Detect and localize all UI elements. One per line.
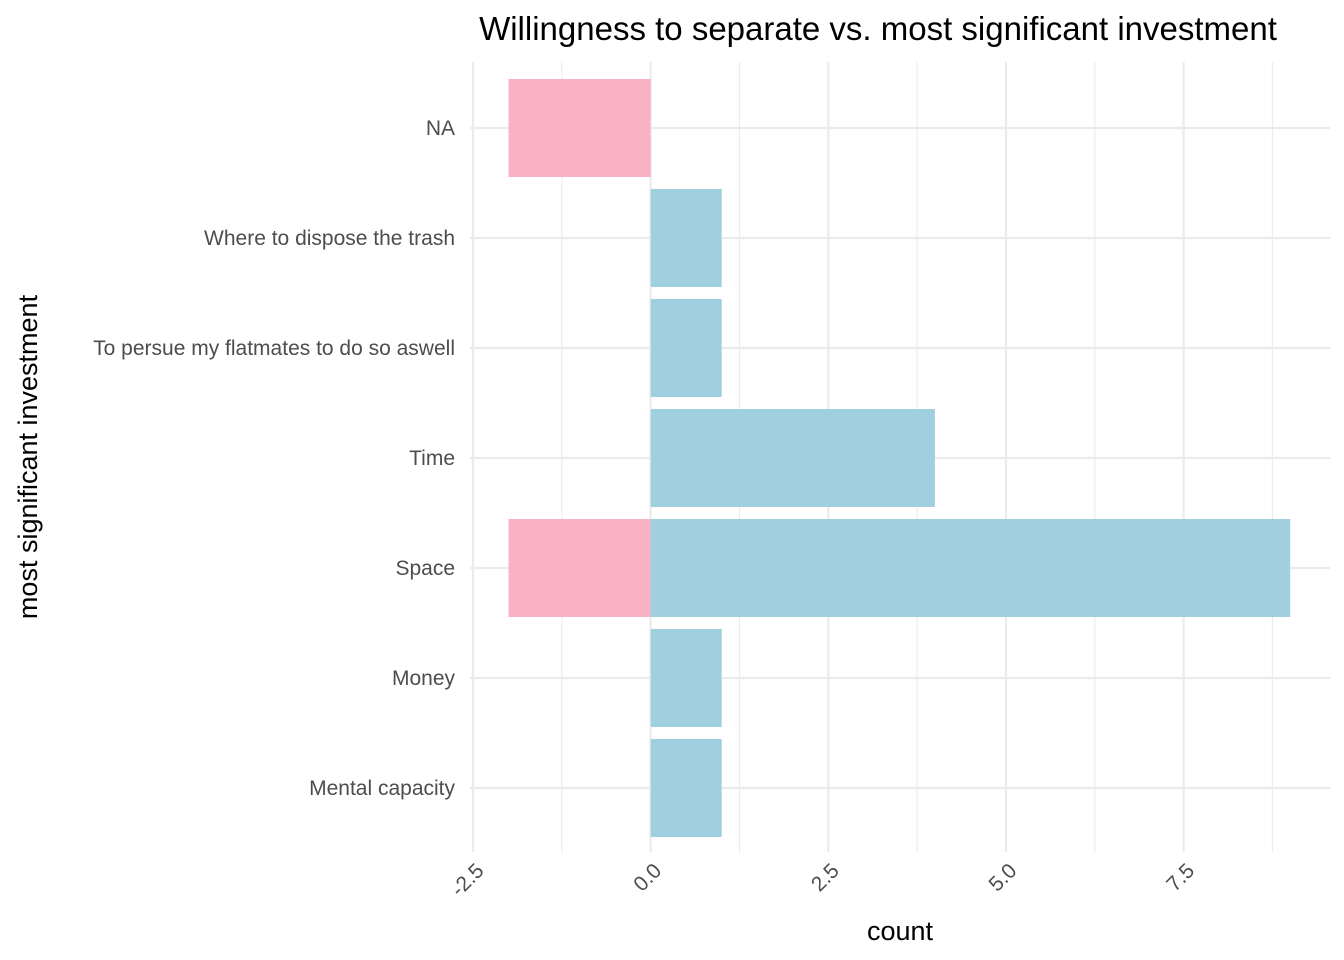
y-tick-label: Where to dispose the trash <box>204 227 455 250</box>
x-tick-label: 5.0 <box>985 859 1022 896</box>
bar <box>650 629 722 727</box>
x-tick-label: 0.0 <box>629 859 666 896</box>
x-tick-label: 2.5 <box>807 859 844 896</box>
bar <box>650 299 722 397</box>
x-tick-labels: -2.5 0.0 2.5 5.0 7.5 <box>447 859 1199 901</box>
bar <box>650 409 935 507</box>
chart-title: Willingness to separate vs. most signifi… <box>479 10 1277 47</box>
y-tick-label: NA <box>426 117 455 140</box>
y-tick-label: Space <box>395 557 455 580</box>
bars <box>508 79 1291 837</box>
y-tick-labels: Mental capacity Money Space Time To persue m… <box>93 117 455 800</box>
bar <box>650 739 722 837</box>
y-tick-label: Time <box>409 447 455 470</box>
y-tick-label: To persue my flatmates to do so aswell <box>93 337 455 360</box>
y-tick-label: Mental capacity <box>309 777 455 800</box>
x-axis-title: count <box>867 916 934 946</box>
bar <box>650 519 1291 617</box>
x-tick-label: -2.5 <box>447 859 489 901</box>
y-tick-label: Money <box>392 667 456 690</box>
bar <box>650 189 722 287</box>
x-tick-label: 7.5 <box>1162 859 1199 896</box>
bar <box>508 519 651 617</box>
y-axis-title: most significant investment <box>13 294 43 619</box>
bar <box>508 79 651 177</box>
